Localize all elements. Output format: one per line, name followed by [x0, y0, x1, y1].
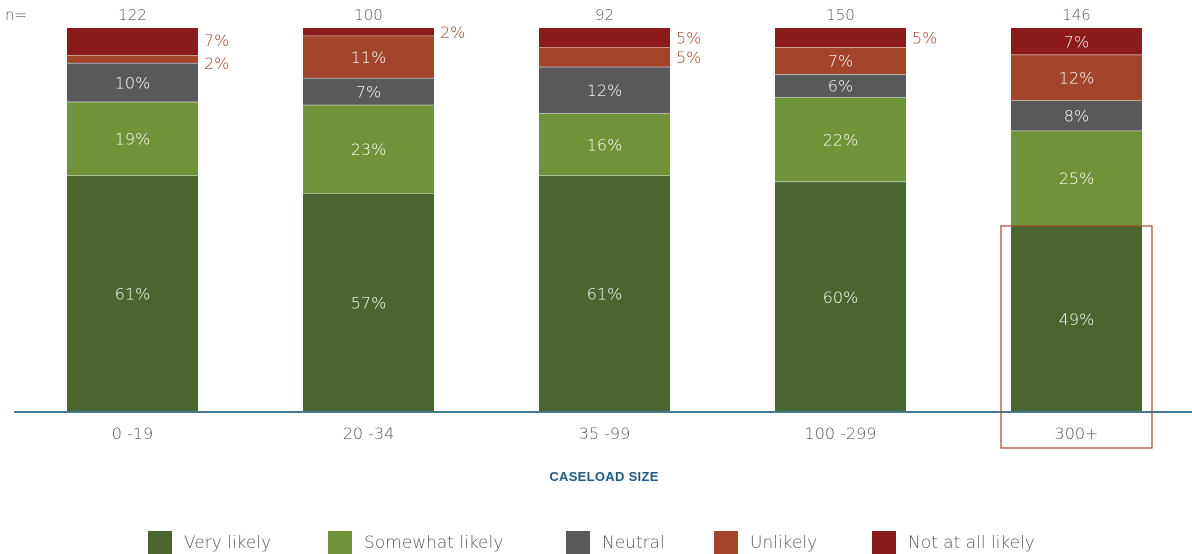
data-label-0-19-somewhat-likely: 19% — [115, 130, 151, 149]
n-value-100-299: 150 — [826, 6, 855, 24]
bar-20-34-neutral — [303, 77, 434, 105]
bar-0-19-not-at-all-likely — [67, 28, 198, 56]
bar-0-19-very-likely — [67, 175, 198, 412]
data-label-300-very-likely: 49% — [1059, 310, 1095, 329]
bar-300-somewhat-likely — [1011, 130, 1142, 226]
bar-35-99-not-at-all-likely — [539, 28, 670, 48]
bars-layer — [67, 28, 1142, 412]
bar-0-19-somewhat-likely — [67, 101, 198, 176]
bar-35-99-very-likely — [539, 175, 670, 412]
n-prefix-label: n= — [5, 6, 27, 24]
legend-item-somewhat-likely: Somewhat likely — [328, 531, 503, 554]
legend-item-unlikely: Unlikely — [714, 531, 817, 554]
data-label-35-99-very-likely: 61% — [587, 285, 623, 304]
data-label-35-99-neutral: 12% — [587, 81, 623, 100]
legend: Very likely Somewhat likely Neutral Unlikel… — [148, 531, 1035, 554]
legend-item-neutral: Neutral — [566, 531, 665, 554]
data-label-0-19-unlikely: 2% — [204, 54, 229, 73]
legend-label-very-likely: Very likely — [184, 533, 271, 553]
x-tick-100-299: 100 -299 — [805, 424, 877, 443]
bar-100-299-neutral — [775, 74, 906, 98]
data-label-20-34-unlikely: 11% — [351, 48, 387, 67]
bar-100-299-very-likely — [775, 181, 906, 412]
x-axis-title: CASELOAD SIZE — [549, 469, 658, 484]
data-label-35-99-somewhat-likely: 16% — [587, 135, 623, 154]
bar-100-299-not-at-all-likely — [775, 28, 906, 48]
bar-300-not-at-all-likely — [1011, 28, 1142, 55]
n-values-layer: 122 100 92 150 146 — [118, 6, 1091, 24]
data-label-0-19-neutral: 10% — [115, 73, 151, 92]
data-label-100-299-very-likely: 60% — [823, 288, 859, 307]
data-label-100-299-not-at-all-likely: 5% — [912, 29, 937, 48]
x-tick-300: 300+ — [1055, 424, 1099, 443]
legend-swatch-not-at-all-likely — [872, 531, 896, 554]
bar-100-299-unlikely — [775, 47, 906, 75]
n-value-35-99: 92 — [595, 6, 614, 24]
x-tick-labels: 0 -19 20 -34 35 -99 100 -299 300+ — [112, 424, 1099, 443]
legend-label-unlikely: Unlikely — [750, 533, 817, 553]
legend-swatch-somewhat-likely — [328, 531, 352, 554]
legend-swatch-unlikely — [714, 531, 738, 554]
x-tick-0-19: 0 -19 — [112, 424, 153, 443]
bar-35-99-unlikely — [539, 47, 670, 67]
data-label-100-299-neutral: 6% — [828, 77, 853, 96]
data-label-20-34-somewhat-likely: 23% — [351, 140, 387, 159]
bar-35-99-neutral — [539, 66, 670, 114]
data-label-0-19-very-likely: 61% — [115, 285, 151, 304]
legend-label-not-at-all-likely: Not at all likely — [908, 533, 1035, 553]
bar-20-34-not-at-all-likely — [303, 28, 434, 36]
n-value-0-19: 122 — [118, 6, 147, 24]
legend-swatch-very-likely — [148, 531, 172, 554]
data-label-35-99-not-at-all-likely: 5% — [676, 29, 701, 48]
labels-layer: 61%19%10%2%7%57%23%7%11%2%61%16%12%5%5%6… — [115, 23, 1095, 329]
legend-label-somewhat-likely: Somewhat likely — [364, 533, 503, 553]
data-label-100-299-unlikely: 7% — [828, 52, 853, 71]
bar-300-very-likely — [1011, 225, 1142, 412]
bar-35-99-somewhat-likely — [539, 113, 670, 176]
data-label-300-neutral: 8% — [1064, 106, 1089, 125]
legend-item-not-at-all-likely: Not at all likely — [872, 531, 1035, 554]
bar-300-unlikely — [1011, 54, 1142, 101]
data-label-20-34-very-likely: 57% — [351, 294, 387, 313]
data-label-300-not-at-all-likely: 7% — [1064, 32, 1089, 51]
data-label-0-19-not-at-all-likely: 7% — [204, 31, 229, 50]
data-label-300-unlikely: 12% — [1059, 68, 1095, 87]
data-label-20-34-not-at-all-likely: 2% — [440, 23, 465, 42]
bar-20-34-very-likely — [303, 193, 434, 412]
legend-swatch-neutral — [566, 531, 590, 554]
bar-20-34-unlikely — [303, 35, 434, 78]
x-tick-35-99: 35 -99 — [579, 424, 631, 443]
legend-label-neutral: Neutral — [602, 533, 665, 553]
data-label-100-299-somewhat-likely: 22% — [823, 130, 859, 149]
x-tick-20-34: 20 -34 — [343, 424, 395, 443]
bar-20-34-somewhat-likely — [303, 104, 434, 194]
bar-100-299-somewhat-likely — [775, 97, 906, 182]
legend-item-very-likely: Very likely — [148, 531, 271, 554]
bar-0-19-unlikely — [67, 55, 198, 63]
bar-0-19-neutral — [67, 62, 198, 102]
data-label-300-somewhat-likely: 25% — [1059, 169, 1095, 188]
n-value-20-34: 100 — [354, 6, 383, 24]
bar-300-neutral — [1011, 100, 1142, 131]
n-value-300: 146 — [1062, 6, 1091, 24]
data-label-35-99-unlikely: 5% — [676, 48, 701, 67]
data-label-20-34-neutral: 7% — [356, 82, 381, 101]
highlight-box — [1000, 225, 1153, 449]
